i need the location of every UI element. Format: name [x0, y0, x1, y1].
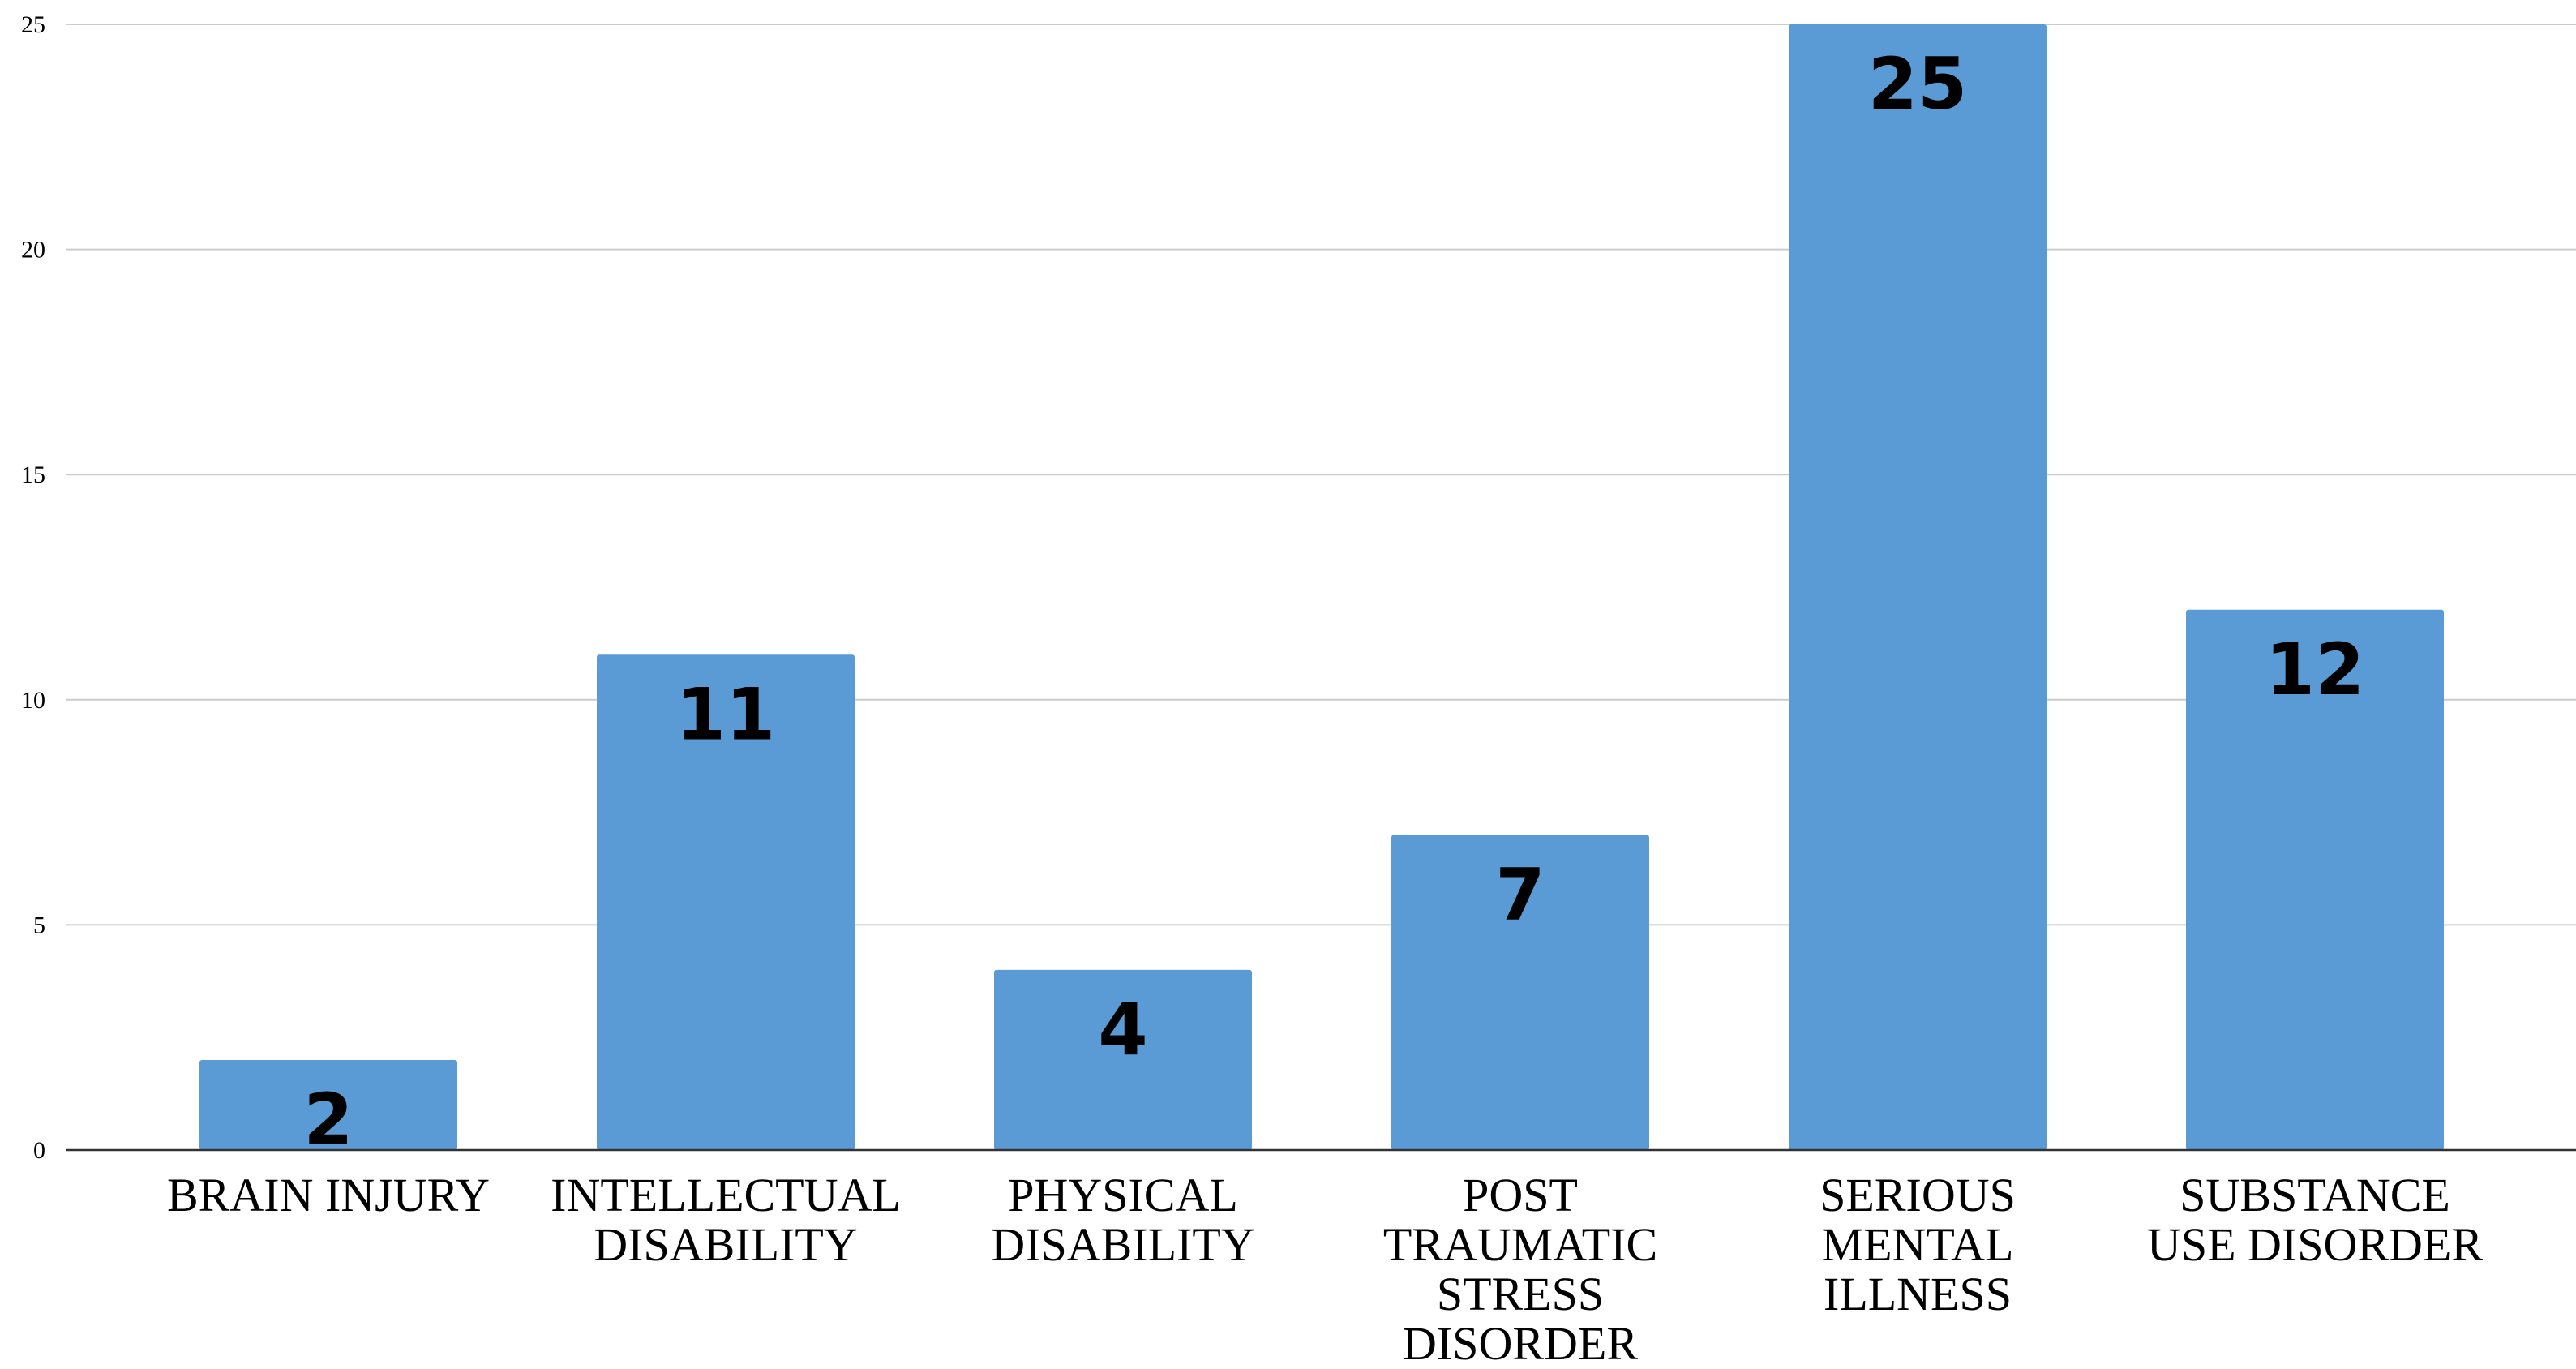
x-tick-label-line: ILLNESS — [1824, 1268, 2012, 1320]
bar — [1789, 24, 2047, 1150]
x-tick-label: SUBSTANCE USE DISORDER — [2147, 1169, 2483, 1271]
y-tick-label: 15 — [21, 461, 45, 488]
bars — [199, 24, 2444, 1150]
bar-value-label: 4 — [1098, 988, 1147, 1071]
bar-value-label: 12 — [2265, 628, 2364, 711]
x-tick-label-line: BRAIN INJURY — [167, 1169, 490, 1221]
bar-value-label: 7 — [1495, 852, 1545, 936]
x-tick-label: SERIOUS MENTAL ILLNESS — [1819, 1169, 2016, 1320]
x-tick-label-line: INTELLECTUAL — [551, 1169, 901, 1221]
data-labels: 2 11 4 7 25 12 — [303, 42, 2364, 1161]
bar — [994, 969, 1252, 1150]
y-tick-label: 5 — [33, 912, 45, 938]
y-tick-label: 20 — [21, 237, 45, 264]
x-tick-label: INTELLECTUAL DISABILITY — [551, 1169, 901, 1271]
bar — [597, 654, 855, 1150]
bar-value-label: 11 — [676, 672, 775, 756]
bar — [2186, 609, 2444, 1150]
x-tick-label: POST TRAUMATIC STRESS DISORDER — [1383, 1169, 1657, 1369]
x-tick-label: PHYSICAL DISABILITY — [991, 1169, 1254, 1271]
y-tick-label: 10 — [21, 687, 45, 714]
x-tick-label-line: MENTAL — [1822, 1218, 2014, 1271]
x-tick-label-line: USE DISORDER — [2147, 1218, 2483, 1271]
y-tick-label: 0 — [33, 1137, 45, 1164]
x-tick-label: BRAIN INJURY — [167, 1169, 490, 1221]
x-axis-ticks: BRAIN INJURY INTELLECTUAL DISABILITYPHYSIC… — [167, 1169, 2483, 1369]
x-tick-label-line: STRESS — [1437, 1268, 1604, 1320]
x-tick-label-line: SERIOUS — [1819, 1169, 2016, 1221]
x-tick-label-line: TRAUMATIC — [1383, 1218, 1657, 1271]
bar — [1391, 835, 1649, 1150]
x-tick-label-line: POST — [1463, 1169, 1578, 1221]
y-axis-ticks: 0 5 10 15 20 25 — [21, 11, 45, 1164]
x-tick-label-line: SUBSTANCE — [2180, 1169, 2450, 1221]
bar-value-label: 2 — [303, 1078, 353, 1161]
x-tick-label-line: DISABILITY — [991, 1218, 1254, 1271]
bar — [199, 1059, 457, 1150]
y-tick-label: 25 — [21, 11, 45, 38]
gridlines — [66, 24, 2576, 926]
x-tick-label-line: DISABILITY — [594, 1218, 857, 1271]
x-tick-label-line: DISORDER — [1403, 1317, 1638, 1369]
x-tick-label-line: PHYSICAL — [1008, 1169, 1238, 1221]
bar-value-label: 25 — [1868, 42, 1967, 126]
